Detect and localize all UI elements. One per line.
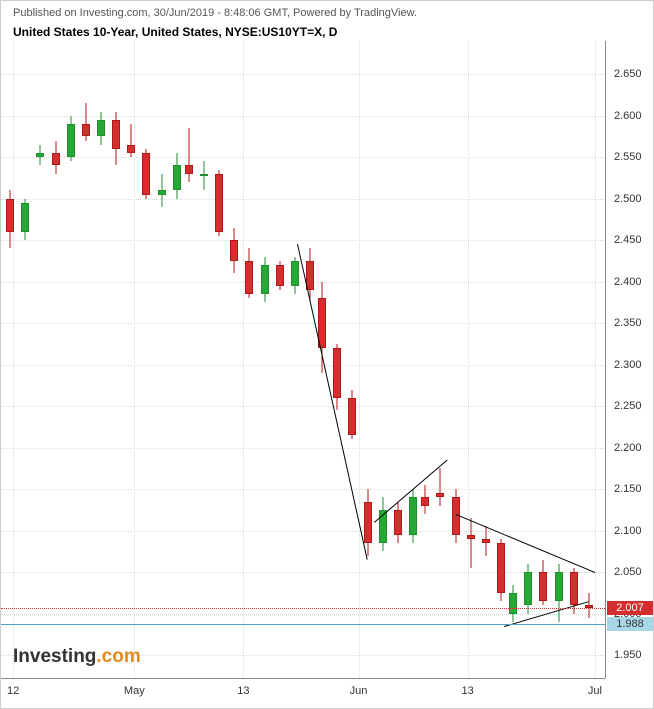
y-tick-label: 2.400: [614, 276, 642, 288]
price-label: 2.007: [607, 601, 653, 615]
x-tick-label: 13: [461, 685, 473, 697]
y-tick-label: 2.650: [614, 68, 642, 80]
x-tick-label: 13: [237, 685, 249, 697]
plot-area[interactable]: [1, 41, 605, 678]
chart-title: United States 10-Year, United States, NY…: [13, 25, 337, 39]
y-axis: 1.9502.0002.0502.1002.1502.2002.2502.300…: [605, 41, 653, 678]
y-tick-label: 2.350: [614, 317, 642, 329]
candle: [394, 502, 402, 543]
candle: [230, 228, 238, 274]
candle: [127, 124, 135, 157]
candle: [173, 153, 181, 199]
candle: [21, 199, 29, 240]
x-tick-label: 12: [7, 685, 19, 697]
candle: [82, 103, 90, 140]
price-label: 1.988: [607, 617, 653, 631]
candle: [245, 248, 253, 298]
candle: [112, 112, 120, 166]
price-line: [1, 624, 605, 625]
candle: [6, 190, 14, 248]
candle: [482, 526, 490, 555]
y-tick-label: 2.550: [614, 151, 642, 163]
y-tick-label: 2.200: [614, 442, 642, 454]
y-tick-label: 2.300: [614, 359, 642, 371]
candle: [348, 390, 356, 440]
candle: [261, 257, 269, 303]
y-tick-label: 2.600: [614, 110, 642, 122]
candle: [67, 116, 75, 162]
candle: [142, 149, 150, 199]
publish-info: Published on Investing.com, 30/Jun/2019 …: [13, 7, 417, 19]
y-tick-label: 2.250: [614, 400, 642, 412]
y-tick-label: 2.100: [614, 525, 642, 537]
candle: [539, 560, 547, 606]
candle: [409, 489, 417, 543]
chart-container: Published on Investing.com, 30/Jun/2019 …: [0, 0, 654, 709]
candle: [185, 128, 193, 182]
watermark-logo: Investing.com: [13, 646, 141, 668]
candle: [291, 257, 299, 294]
x-axis: 12 May 13 Jun 13 Jul: [1, 678, 605, 708]
candle: [497, 539, 505, 601]
x-tick-label: Jun: [350, 685, 368, 697]
y-tick-label: 2.450: [614, 234, 642, 246]
price-line: [1, 608, 605, 609]
candle: [421, 485, 429, 514]
candle: [436, 468, 444, 505]
candle: [97, 112, 105, 145]
candle: [215, 170, 223, 236]
candle: [333, 344, 341, 410]
candle: [379, 497, 387, 551]
candle: [52, 141, 60, 174]
candle: [36, 145, 44, 166]
y-tick-label: 2.050: [614, 566, 642, 578]
x-tick-label: May: [124, 685, 145, 697]
candle: [585, 593, 593, 618]
candle: [276, 261, 284, 290]
candle: [524, 564, 532, 614]
watermark-suffix: .com: [96, 646, 140, 667]
y-tick-label: 2.500: [614, 193, 642, 205]
y-tick-label: 1.950: [614, 649, 642, 661]
watermark-brand: Investing: [13, 646, 96, 667]
candle: [200, 161, 208, 190]
candle: [158, 174, 166, 207]
candle: [555, 564, 563, 622]
y-tick-label: 2.150: [614, 483, 642, 495]
candle: [467, 518, 475, 568]
candle: [509, 585, 517, 622]
x-tick-label: Jul: [588, 685, 602, 697]
